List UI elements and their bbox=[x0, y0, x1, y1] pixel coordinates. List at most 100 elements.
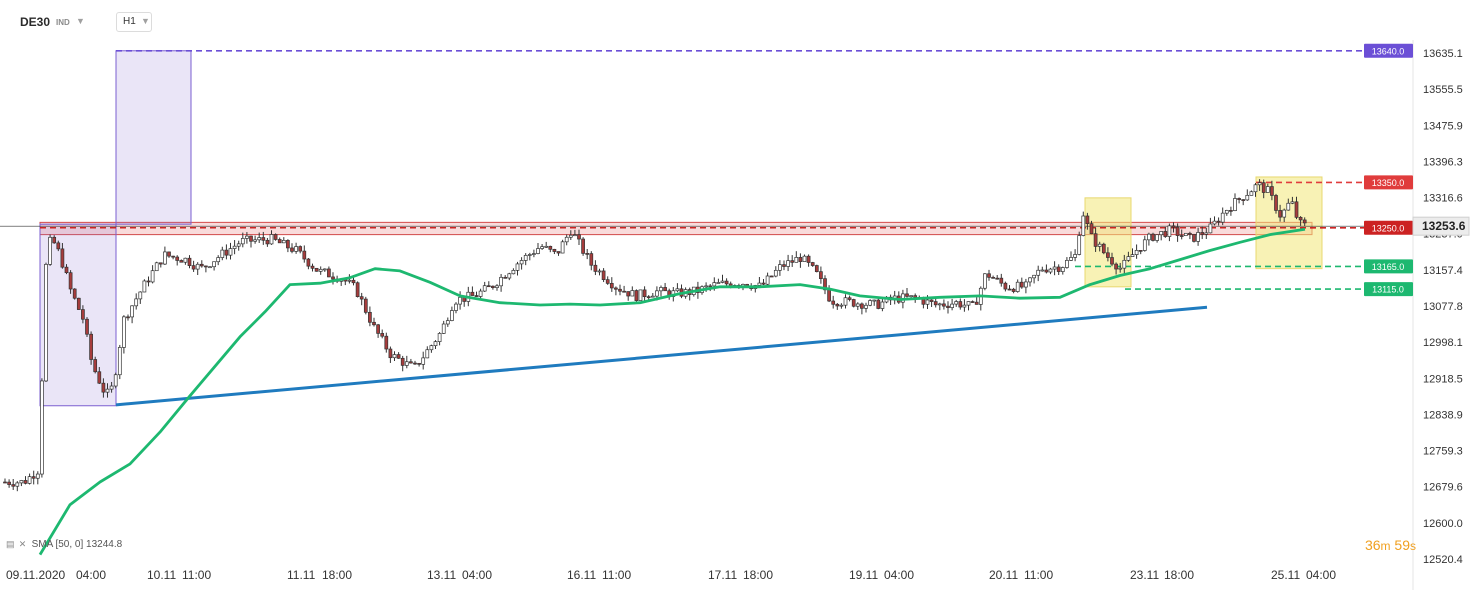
candle-body bbox=[1126, 256, 1131, 261]
candle-body bbox=[1208, 223, 1213, 234]
candle-body bbox=[482, 285, 487, 292]
candle-body bbox=[1229, 210, 1233, 212]
candle-body bbox=[19, 480, 24, 484]
candle-body bbox=[458, 297, 462, 305]
candle-body bbox=[44, 264, 48, 382]
candle-body bbox=[1290, 201, 1295, 204]
indicator-legend-text: SMA [50, 0] 13244.8 bbox=[31, 539, 123, 550]
level-badge-label: 13640.0 bbox=[1372, 46, 1405, 56]
candle-body bbox=[1056, 266, 1061, 272]
x-tick-label: 20.11 bbox=[989, 568, 1018, 582]
indicator-close-icon[interactable]: ✕ bbox=[18, 539, 27, 549]
candle-body bbox=[864, 304, 868, 309]
candle-body bbox=[454, 303, 458, 311]
candle-body bbox=[294, 246, 298, 252]
candle-body bbox=[195, 263, 200, 270]
timeframe-label: H1 bbox=[123, 16, 136, 27]
candle-body bbox=[556, 251, 561, 254]
zone-purple-box bbox=[115, 50, 192, 225]
candle-body bbox=[823, 278, 827, 291]
candle-body bbox=[425, 349, 430, 359]
candle-body bbox=[601, 270, 606, 280]
candle-body bbox=[163, 251, 167, 265]
candle-body bbox=[1245, 194, 1250, 201]
candle-body bbox=[970, 301, 975, 303]
candle-body bbox=[158, 262, 163, 265]
candle-body bbox=[253, 239, 257, 242]
candle-body bbox=[851, 299, 856, 307]
chart-toolbar: DE30 IND ▼ H1 ▼ bbox=[0, 0, 400, 40]
candle-body bbox=[773, 269, 778, 277]
candle-body bbox=[950, 303, 954, 308]
candle-body bbox=[302, 250, 307, 260]
candle-body bbox=[585, 253, 590, 255]
candle-body bbox=[359, 296, 364, 300]
candle-body bbox=[208, 266, 212, 269]
x-tick-label: 04:00 bbox=[1306, 568, 1336, 582]
support-trendline bbox=[115, 305, 1208, 407]
candle-body bbox=[1093, 233, 1098, 247]
candle-body bbox=[872, 299, 877, 302]
candle-body bbox=[380, 333, 385, 337]
candle-body bbox=[560, 241, 565, 254]
candle-body bbox=[716, 282, 721, 284]
candle-body bbox=[212, 261, 216, 268]
candle-body bbox=[154, 262, 159, 272]
candle-body bbox=[1216, 220, 1221, 223]
candle-body bbox=[663, 287, 667, 292]
candle-body bbox=[183, 257, 188, 263]
candle-body bbox=[363, 298, 368, 313]
candle-body bbox=[655, 290, 659, 297]
candle-body bbox=[495, 285, 499, 288]
candle-body bbox=[1200, 232, 1205, 235]
candle-body bbox=[27, 476, 32, 484]
candle-body bbox=[470, 291, 475, 296]
timeframe-selector[interactable]: H1 ▼ bbox=[116, 12, 152, 32]
candle-body bbox=[1278, 210, 1282, 218]
level-badge-label: 13165.0 bbox=[1372, 262, 1405, 272]
candle-body bbox=[277, 239, 282, 244]
candle-body bbox=[298, 246, 303, 252]
candle-body bbox=[761, 282, 766, 285]
x-tick-label: 25.11 bbox=[1271, 568, 1300, 582]
indicator-settings-icon[interactable]: ▤ bbox=[6, 539, 15, 549]
candle-body bbox=[232, 245, 237, 249]
candle-body bbox=[89, 333, 93, 360]
candle-body bbox=[987, 273, 991, 278]
candle-body bbox=[35, 473, 40, 479]
x-tick-label: 18:00 bbox=[743, 568, 773, 582]
level-badge-label: 13250.0 bbox=[1372, 223, 1405, 233]
candle-body bbox=[1007, 288, 1012, 291]
candle-body bbox=[478, 290, 483, 297]
x-tick-label: 09.11.2020 bbox=[6, 568, 65, 582]
x-tick-label: 18:00 bbox=[322, 568, 352, 582]
x-tick-label: 10.11 bbox=[147, 568, 176, 582]
candle-body bbox=[249, 235, 253, 242]
candle-body bbox=[105, 388, 110, 393]
candle-body bbox=[1081, 215, 1086, 236]
candle-body bbox=[372, 321, 376, 326]
candle-body bbox=[404, 361, 409, 366]
candle-body bbox=[384, 335, 389, 350]
y-tick-label: 12679.6 bbox=[1423, 482, 1463, 494]
symbol-name[interactable]: DE30 bbox=[20, 15, 51, 29]
candle-body bbox=[1085, 215, 1090, 224]
level-badge bbox=[1364, 282, 1413, 297]
x-tick-label: 17.11 bbox=[708, 568, 737, 582]
candle-body bbox=[814, 265, 819, 273]
candle-body bbox=[523, 255, 528, 261]
y-tick-label: 12520.4 bbox=[1423, 554, 1463, 566]
symbol-dropdown-icon[interactable]: ▼ bbox=[76, 16, 85, 26]
candle-body bbox=[396, 354, 401, 359]
candle-body bbox=[491, 285, 495, 288]
x-tick-label: 18:00 bbox=[1164, 568, 1194, 582]
indicator-legend: ▤ ✕ SMA [50, 0] 13244.8 bbox=[6, 539, 122, 550]
x-tick-label: 19.11 bbox=[849, 568, 878, 582]
candle-body bbox=[855, 303, 860, 307]
candle-body bbox=[48, 236, 52, 265]
candle-body bbox=[544, 245, 549, 248]
x-tick-label: 04:00 bbox=[76, 568, 106, 582]
candle-body bbox=[60, 248, 65, 268]
candle-body bbox=[281, 240, 286, 244]
